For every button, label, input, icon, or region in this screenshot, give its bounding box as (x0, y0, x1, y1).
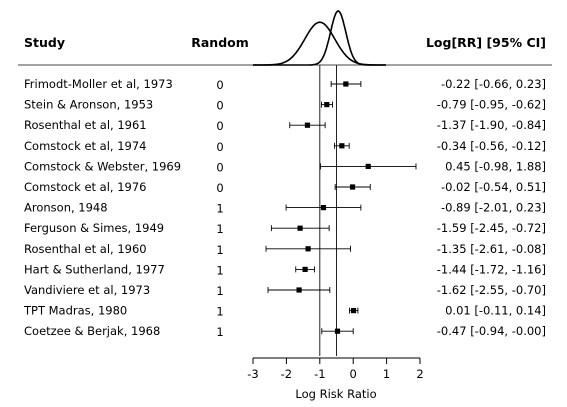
point-estimate (302, 266, 308, 272)
study-row: Rosenthal et al, 1961 0 -1.37 [-1.90, -0.8… (24, 118, 546, 133)
study-name: Rosenthal et al, 1960 (24, 242, 147, 256)
point-estimate (305, 246, 311, 252)
random-value: 0 (216, 99, 223, 113)
study-row: Hart & Sutherland, 1977 1 -1.44 [-1.72, -1… (24, 262, 546, 277)
random-value: 0 (216, 119, 223, 133)
point-estimate (365, 163, 371, 169)
point-estimate (343, 81, 349, 87)
x-tick-label: 2 (416, 367, 423, 381)
study-row: Comstock & Webster, 1969 0 0.45 [-0.98, 1.… (24, 159, 546, 174)
random-value: 1 (216, 305, 223, 319)
estimate-ci-text: -0.47 [-0.94, -0.00] (437, 324, 546, 338)
header-estimate: Log[RR] [95% CI] (426, 35, 546, 50)
density-curve-1 (253, 21, 386, 66)
x-axis: -3 -2 -1 0 1 2 (247, 357, 424, 381)
study-name: Ferguson & Simes, 1949 (24, 221, 164, 235)
estimate-ci-text: -1.62 [-2.55, -0.70] (437, 283, 546, 297)
estimate-ci-text: -0.34 [-0.56, -0.12] (437, 139, 546, 153)
estimate-ci-text: -0.22 [-0.66, 0.23] (441, 77, 546, 91)
point-estimate (296, 287, 302, 293)
study-row: Comstock et al, 1974 0 -0.34 [-0.56, -0.12… (24, 139, 546, 154)
study-row: Frimodt-Moller et al, 1973 0 -0.22 [-0.66,… (24, 77, 546, 92)
study-row: TPT Madras, 1980 1 0.01 [-0.11, 0.14] (23, 304, 546, 319)
header-study: Study (24, 35, 65, 50)
study-row: Aronson, 1948 1 -0.89 [-2.01, 0.23] (24, 201, 546, 216)
random-value: 1 (216, 325, 223, 339)
random-value: 1 (216, 243, 223, 257)
study-name: Vandiviere et al, 1973 (24, 283, 150, 297)
study-row: Stein & Aronson, 1953 0 -0.79 [-0.95, -0.6… (24, 98, 546, 113)
study-name: Frimodt-Moller et al, 1973 (24, 77, 173, 91)
point-estimate (350, 308, 357, 314)
x-tick-label: 1 (383, 367, 390, 381)
random-value: 0 (216, 140, 223, 154)
study-name: Comstock et al, 1976 (24, 180, 147, 194)
study-name: Coetzee & Berjak, 1968 (24, 324, 160, 338)
density-curve-2 (253, 10, 386, 66)
random-value: 0 (216, 78, 223, 92)
estimate-ci-text: -1.44 [-1.72, -1.16] (437, 262, 546, 276)
point-estimate (334, 328, 341, 334)
study-rows: Frimodt-Moller et al, 1973 0 -0.22 [-0.66,… (23, 77, 546, 339)
estimate-ci-text: -1.37 [-1.90, -0.84] (437, 118, 546, 132)
point-estimate (339, 143, 345, 149)
study-row: Vandiviere et al, 1973 1 -1.62 [-2.55, -0.… (24, 283, 546, 298)
random-value: 0 (216, 181, 223, 195)
study-name: Comstock & Webster, 1969 (24, 159, 181, 173)
random-value: 1 (216, 284, 223, 298)
x-axis-label: Log Risk Ratio (295, 387, 376, 401)
random-value: 1 (216, 222, 223, 236)
study-name: Aronson, 1948 (24, 201, 108, 215)
estimate-ci-text: -1.59 [-2.45, -0.72] (437, 221, 546, 235)
point-estimate (297, 225, 303, 231)
point-estimate (320, 205, 327, 211)
study-name: Rosenthal et al, 1961 (24, 118, 147, 132)
study-name: Comstock et al, 1974 (24, 139, 147, 153)
x-tick-label: 0 (350, 367, 357, 381)
estimate-ci-text: -1.35 [-2.61, -0.08] (437, 242, 546, 256)
study-row: Ferguson & Simes, 1949 1 -1.59 [-2.45, -0.… (24, 221, 546, 236)
study-name: Stein & Aronson, 1953 (24, 98, 153, 112)
study-name: TPT Madras, 1980 (23, 304, 127, 318)
estimate-ci-text: -0.79 [-0.95, -0.62] (437, 98, 546, 112)
estimate-ci-text: -0.02 [-0.54, 0.51] (441, 180, 546, 194)
study-row: Comstock et al, 1976 0 -0.02 [-0.54, 0.51] (24, 180, 546, 195)
estimate-ci-text: 0.01 [-0.11, 0.14] (445, 304, 546, 318)
x-tick-label: -1 (314, 367, 325, 381)
study-name: Hart & Sutherland, 1977 (24, 262, 165, 276)
random-value: 0 (216, 160, 223, 174)
x-tick-label: -2 (281, 367, 292, 381)
reference-lines (319, 65, 337, 356)
point-estimate (324, 102, 330, 108)
point-estimate (349, 184, 356, 190)
study-row: Rosenthal et al, 1960 1 -1.35 [-2.61, -0.0… (24, 242, 546, 257)
estimate-ci-text: -0.89 [-2.01, 0.23] (441, 201, 546, 215)
point-estimate (304, 122, 311, 128)
x-tick-label: -3 (247, 367, 258, 381)
estimate-ci-text: 0.45 [-0.98, 1.88] (445, 159, 546, 173)
random-value: 1 (216, 263, 223, 277)
random-value: 1 (216, 202, 223, 216)
header-random: Random (191, 35, 249, 50)
study-row: Coetzee & Berjak, 1968 1 -0.47 [-0.94, -0.… (24, 324, 546, 339)
density-curves (253, 10, 386, 66)
